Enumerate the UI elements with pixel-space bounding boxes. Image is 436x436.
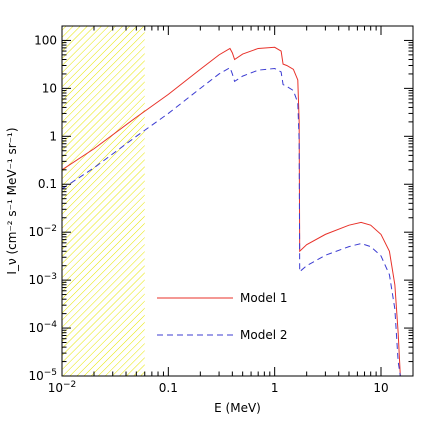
y-tick-label: 10 [42,81,57,95]
series-line-2 [62,66,401,376]
y-axis-title: I_ν (cm⁻² s⁻¹ MeV⁻¹ sr⁻¹) [5,127,19,274]
shaded-band [62,26,145,376]
legend-label-1: Model 1 [240,291,287,305]
x-tick-label: 10 [373,381,388,395]
legend-label-2: Model 2 [240,328,287,342]
y-tick-label: 10−3 [28,272,57,287]
y-tick-label: 10−4 [28,320,57,335]
y-tick-label: 10−2 [28,224,57,239]
legend: Model 1 Model 2 [157,291,287,342]
y-tick-label: 0.1 [38,177,57,191]
x-tick-label: 1 [271,381,279,395]
ticks-layer [61,25,414,377]
x-axis-title: E (MeV) [214,401,261,415]
series-layer [62,46,401,376]
x-tick-label: 0.1 [159,381,178,395]
y-tick-label: 100 [34,33,57,47]
y-tick-label: 1 [49,129,57,143]
plot-frame [61,25,414,377]
series-line-1 [62,46,401,376]
x-tick-label: 10−2 [48,380,77,395]
